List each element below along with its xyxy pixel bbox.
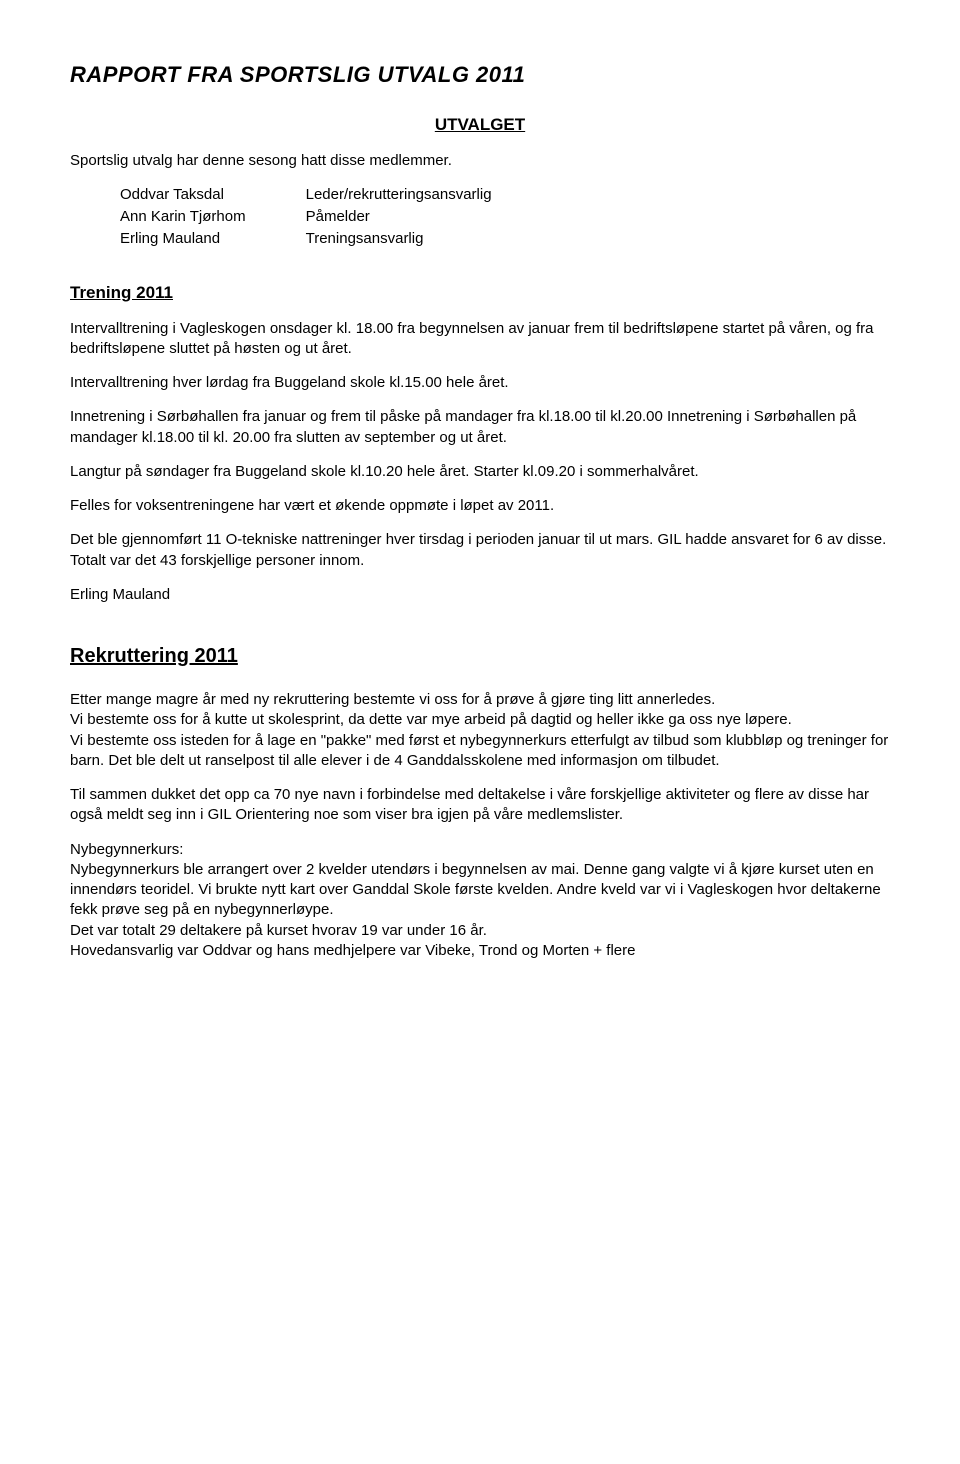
member-role: Påmelder <box>306 207 552 229</box>
rekruttering-paragraph: Det var totalt 29 deltakere på kurset hv… <box>70 921 890 941</box>
rekruttering-paragraph: Nybegynnerkurs ble arrangert over 2 kvel… <box>70 860 890 921</box>
rekruttering-paragraph: Vi bestemte oss for å kutte ut skolespri… <box>70 710 890 730</box>
trening-paragraph: Intervalltrening hver lørdag fra Buggela… <box>70 373 890 393</box>
member-name: Oddvar Taksdal <box>120 185 306 207</box>
trening-signature: Erling Mauland <box>70 585 890 605</box>
member-row: Oddvar Taksdal Leder/rekrutteringsansvar… <box>120 185 552 207</box>
members-block: Oddvar Taksdal Leder/rekrutteringsansvar… <box>120 185 890 252</box>
member-name: Erling Mauland <box>120 229 306 251</box>
rekruttering-heading: Rekruttering 2011 <box>70 643 890 670</box>
trening-paragraph: Intervalltrening i Vagleskogen onsdager … <box>70 319 890 360</box>
page-title: RAPPORT FRA SPORTSLIG UTVALG 2011 <box>70 60 890 90</box>
rekruttering-paragraph: Hovedansvarlig var Oddvar og hans medhje… <box>70 941 890 961</box>
utvalget-intro: Sportslig utvalg har denne sesong hatt d… <box>70 151 890 171</box>
member-role: Treningsansvarlig <box>306 229 552 251</box>
member-role: Leder/rekrutteringsansvarlig <box>306 185 552 207</box>
rekruttering-paragraph: Til sammen dukket det opp ca 70 nye navn… <box>70 785 890 826</box>
trening-paragraph: Langtur på søndager fra Buggeland skole … <box>70 462 890 482</box>
trening-paragraph: Innetrening i Sørbøhallen fra januar og … <box>70 407 890 448</box>
nybegynner-label: Nybegynnerkurs: <box>70 840 890 860</box>
utvalget-heading: UTVALGET <box>70 114 890 137</box>
member-row: Erling Mauland Treningsansvarlig <box>120 229 552 251</box>
member-row: Ann Karin Tjørhom Påmelder <box>120 207 552 229</box>
rekruttering-paragraph: Vi bestemte oss isteden for å lage en "p… <box>70 731 890 772</box>
trening-paragraph: Det ble gjennomført 11 O-tekniske nattre… <box>70 530 890 571</box>
trening-paragraph: Felles for voksentreningene har vært et … <box>70 496 890 516</box>
trening-heading: Trening 2011 <box>70 282 890 305</box>
member-name: Ann Karin Tjørhom <box>120 207 306 229</box>
rekruttering-paragraph: Etter mange magre år med ny rekruttering… <box>70 690 890 710</box>
